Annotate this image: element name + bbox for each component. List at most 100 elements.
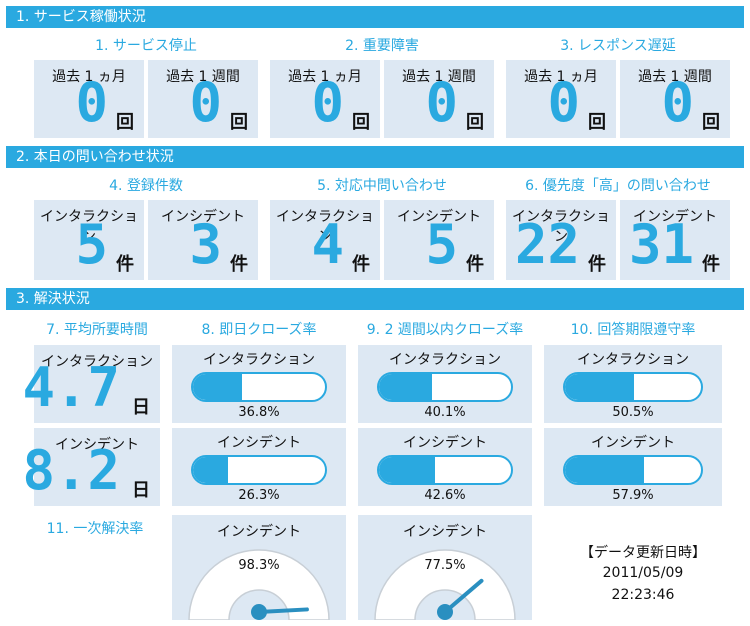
rate-track	[563, 455, 703, 485]
counter-value: 5	[75, 213, 108, 276]
counter-card: 過去 1 週間 0 回	[148, 60, 258, 138]
counter-unit: 件	[352, 254, 370, 275]
counter-value: 5	[425, 213, 458, 276]
rate-fill	[193, 457, 228, 483]
counter-value: 4.7	[22, 356, 120, 419]
card-label: インシデント	[55, 437, 139, 453]
counter-card: インシデント 31 件	[620, 200, 730, 280]
counter-unit: 回	[702, 112, 720, 133]
card-label: インタラクション	[512, 209, 610, 245]
counter-value: 0	[311, 71, 344, 134]
group-title: 7. 平均所要時間	[46, 322, 148, 338]
rate-track	[563, 372, 703, 402]
group-title: 10. 回答期限遵守率	[570, 322, 696, 338]
group-title: 1. サービス停止	[95, 38, 197, 54]
counter-card: 過去 1 ヵ月 0 回	[506, 60, 616, 138]
counter-value: 4	[311, 213, 344, 276]
rate-label: 50.5%	[612, 405, 654, 420]
counter-card: 過去 1 週間 0 回	[384, 60, 494, 138]
counter-value: 0	[75, 71, 108, 134]
card-label: インタラクション	[40, 209, 138, 245]
counter-value: 0	[661, 71, 694, 134]
counter-card: インタラクション 4 件	[270, 200, 380, 280]
counter-card: 過去 1 ヵ月 0 回	[270, 60, 380, 138]
counter-card: インシデント 3 件	[148, 200, 258, 280]
counter-value: 8.2	[22, 439, 120, 502]
card-label: インタラクション	[389, 352, 501, 368]
card-label: インタラクション	[41, 354, 153, 370]
gauge-hub	[437, 604, 453, 620]
gauge-card: インシデント 98.3%	[172, 515, 346, 620]
counter-unit: 回	[352, 112, 370, 133]
rate-card: インタラクション 50.5%	[544, 345, 722, 423]
counter-unit: 回	[230, 112, 248, 133]
rate-label: 42.6%	[424, 488, 466, 503]
counter-card: 過去 1 ヵ月 0 回	[34, 60, 144, 138]
gauge-hub	[251, 604, 267, 620]
update-title: 【データ更新日時】	[580, 545, 706, 561]
counter-card: インシデント 8.2 日	[22, 428, 160, 506]
gauge-arc	[374, 549, 516, 620]
counter-card: インタラクション 22 件	[506, 200, 616, 280]
rate-fill	[565, 457, 644, 483]
counter-unit: 件	[116, 254, 134, 275]
rate-fill	[193, 374, 242, 400]
rate-card: インタラクション 40.1%	[358, 345, 532, 423]
gauge: 77.5%	[374, 549, 516, 620]
rate-track	[377, 372, 513, 402]
counter-unit: 件	[466, 254, 484, 275]
group-title: 8. 即日クローズ率	[201, 322, 317, 338]
card-label: インタラクション	[203, 352, 315, 368]
counter-unit: 件	[702, 254, 720, 275]
counter-value: 22	[514, 213, 580, 276]
rate-card: インシデント 26.3%	[172, 428, 346, 506]
counter-value: 0	[189, 71, 222, 134]
rate-track	[191, 372, 327, 402]
gauge-arc	[188, 549, 330, 620]
group-title: 5. 対応中問い合わせ	[317, 178, 447, 194]
rate-fill	[379, 374, 432, 400]
counter-card: インシデント 5 件	[384, 200, 494, 280]
counter-value: 0	[425, 71, 458, 134]
group-title: 4. 登録件数	[109, 178, 183, 194]
rate-track	[377, 455, 513, 485]
counter-unit: 日	[132, 397, 150, 418]
card-label: インシデント	[397, 209, 481, 225]
update-time: 22:23:46	[611, 587, 675, 603]
card-label: 過去 1 ヵ月	[288, 69, 362, 85]
counter-value: 3	[189, 213, 222, 276]
card-label: 過去 1 ヵ月	[524, 69, 598, 85]
card-label: 過去 1 ヵ月	[52, 69, 126, 85]
group-title: 6. 優先度「高」の問い合わせ	[525, 178, 711, 194]
counter-unit: 回	[116, 112, 134, 133]
card-label: 過去 1 週間	[638, 69, 712, 85]
group-title: 9. 2 週間以内クローズ率	[366, 322, 524, 338]
card-label: インシデント	[217, 524, 301, 540]
rate-label: 40.1%	[424, 405, 466, 420]
counter-unit: 件	[588, 254, 606, 275]
gauge-value: 77.5%	[424, 558, 465, 573]
group-title: 11. 一次解決率	[46, 521, 144, 537]
card-label: インシデント	[161, 209, 245, 225]
card-label: インシデント	[403, 435, 487, 451]
section-header: 2. 本日の問い合わせ状況	[6, 146, 744, 168]
gauge: 98.3%	[188, 549, 330, 620]
card-label: インシデント	[403, 524, 487, 540]
section-header: 1. サービス稼働状況	[6, 6, 744, 28]
counter-unit: 回	[588, 112, 606, 133]
rate-label: 36.8%	[238, 405, 280, 420]
counter-value: 31	[628, 213, 694, 276]
counter-unit: 件	[230, 254, 248, 275]
counter-value: 0	[547, 71, 580, 134]
rate-card: インシデント 57.9%	[544, 428, 722, 506]
rate-card: インタラクション 36.8%	[172, 345, 346, 423]
rate-label: 26.3%	[238, 488, 280, 503]
counter-card: インタラクション 4.7 日	[22, 345, 160, 423]
card-label: インシデント	[217, 435, 301, 451]
counter-card: インタラクション 5 件	[34, 200, 144, 280]
rate-track	[191, 455, 327, 485]
group-title: 2. 重要障害	[345, 38, 419, 54]
card-label: 過去 1 週間	[402, 69, 476, 85]
counter-card: 過去 1 週間 0 回	[620, 60, 730, 138]
